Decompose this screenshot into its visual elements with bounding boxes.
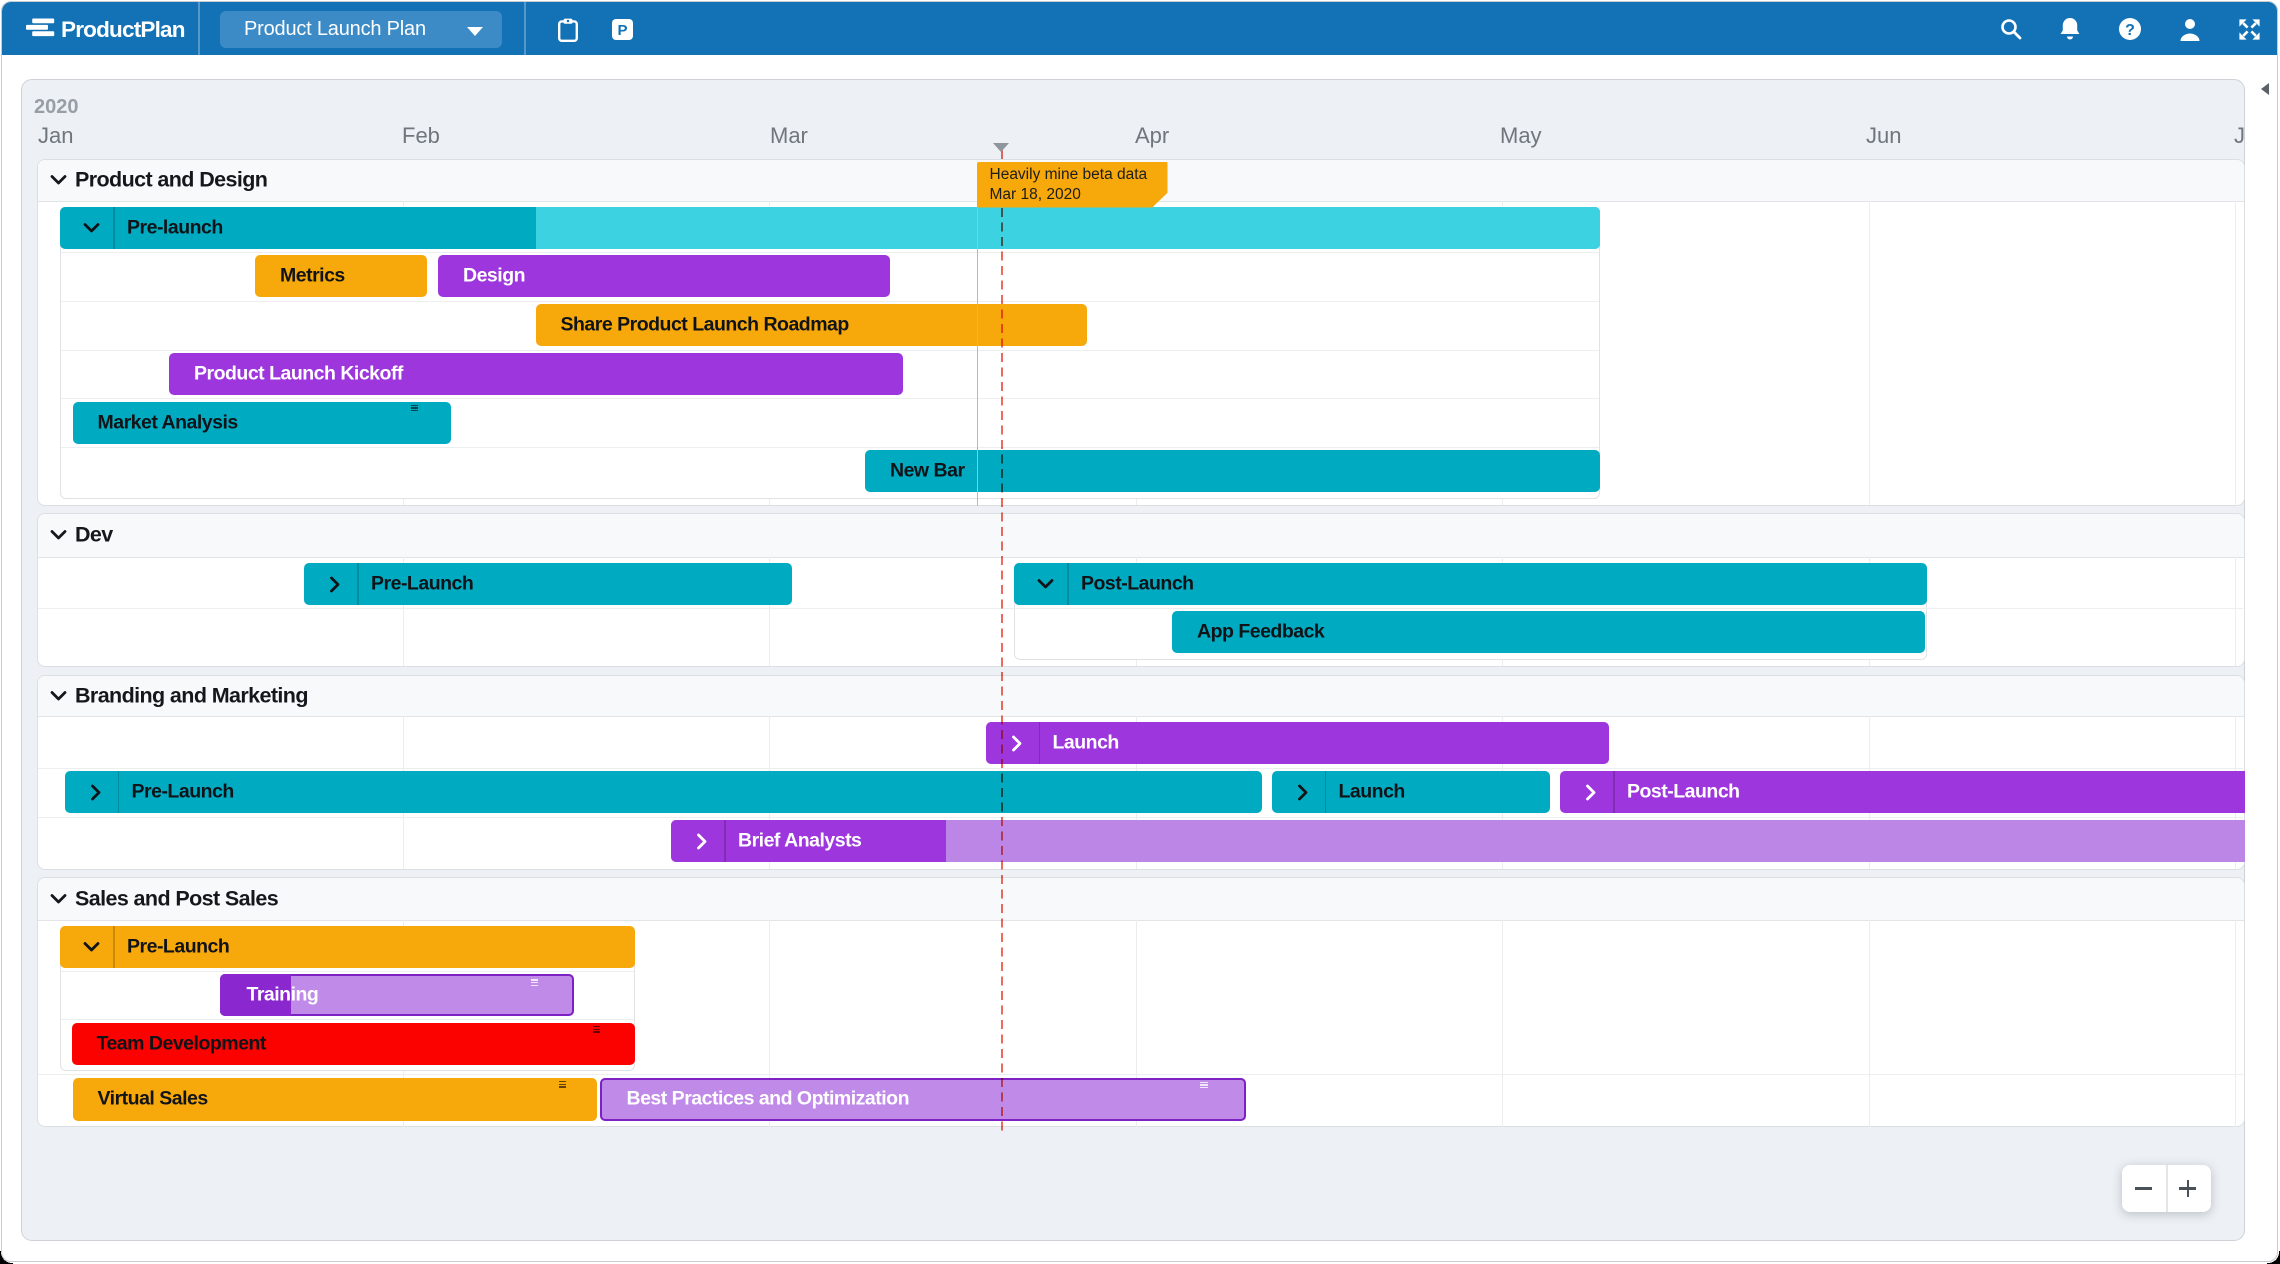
- svg-text:P: P: [617, 22, 627, 39]
- svg-text:?: ?: [2125, 22, 2135, 39]
